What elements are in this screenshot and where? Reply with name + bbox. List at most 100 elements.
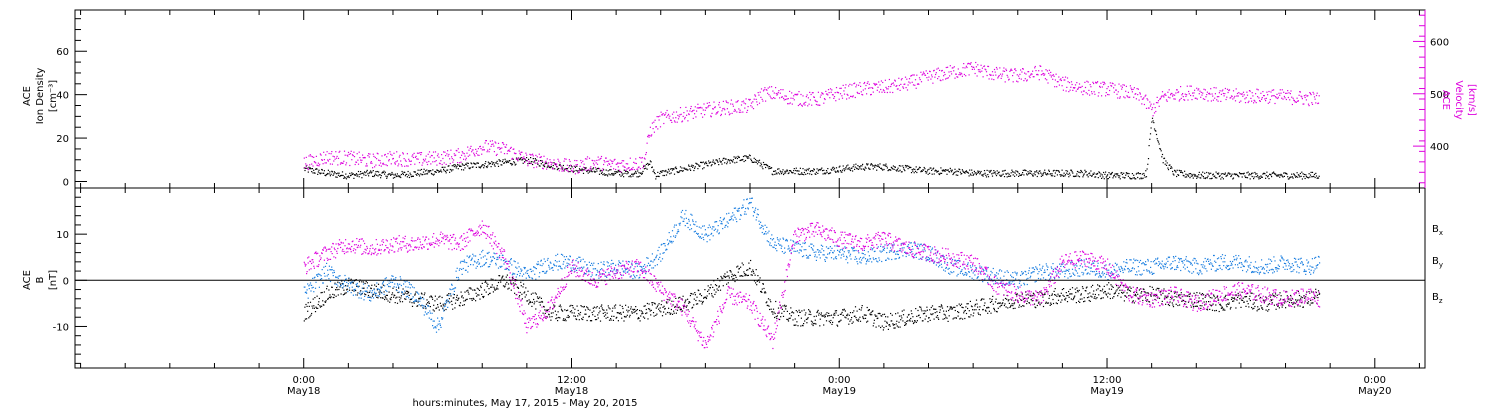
data-point (631, 168, 633, 170)
data-point (918, 166, 921, 168)
data-point (745, 98, 747, 100)
data-point (1212, 174, 1214, 176)
data-point (340, 283, 342, 285)
data-point (649, 160, 651, 162)
data-point (662, 174, 664, 177)
data-point (925, 70, 927, 72)
data-point (384, 298, 386, 301)
data-point (1155, 110, 1157, 113)
data-point (1206, 309, 1209, 311)
data-point (547, 165, 549, 167)
data-point (860, 91, 862, 93)
data-point (380, 162, 382, 164)
data-point (611, 160, 613, 162)
data-point (1221, 307, 1224, 309)
data-point (556, 166, 558, 168)
data-point (342, 174, 344, 177)
data-point (697, 168, 699, 170)
data-point (733, 278, 735, 280)
data-point (854, 166, 856, 168)
data-point (987, 174, 989, 176)
data-point (618, 312, 620, 314)
data-point (797, 104, 799, 107)
data-point (850, 167, 852, 169)
data-point (1299, 91, 1301, 93)
data-point (374, 284, 376, 286)
data-point (1179, 304, 1181, 306)
data-point (857, 165, 859, 167)
data-point (1314, 98, 1316, 100)
data-point (1246, 94, 1249, 96)
data-point (965, 171, 967, 173)
data-point (1234, 100, 1237, 102)
data-point (1292, 303, 1294, 305)
data-point (410, 160, 412, 162)
data-point (706, 162, 708, 165)
data-point (658, 303, 660, 305)
data-point (712, 161, 714, 163)
data-point (1237, 95, 1239, 97)
data-point (1222, 309, 1224, 311)
data-point (1311, 103, 1314, 105)
data-point (800, 325, 802, 327)
data-point (628, 167, 630, 169)
data-point (1257, 306, 1259, 308)
data-point (858, 92, 860, 95)
data-point (793, 170, 795, 172)
data-point (412, 154, 414, 156)
data-point (1285, 172, 1287, 175)
data-point (333, 296, 335, 299)
data-point (669, 119, 672, 121)
data-point (494, 165, 496, 167)
data-point (1060, 292, 1062, 294)
data-point (430, 163, 432, 165)
data-point (615, 172, 617, 175)
data-point (576, 318, 578, 321)
data-point (534, 162, 536, 164)
data-point (1049, 304, 1051, 306)
data-point (558, 167, 560, 170)
data-point (550, 164, 552, 166)
data-point (681, 310, 684, 312)
data-point (639, 156, 641, 159)
data-point (456, 294, 458, 296)
data-point (896, 88, 898, 90)
data-point (1084, 169, 1086, 171)
data-point (1153, 112, 1156, 114)
data-point (725, 158, 727, 160)
data-point (445, 308, 447, 311)
data-point (951, 169, 953, 171)
data-point (631, 169, 633, 171)
data-point (902, 314, 905, 316)
data-point (862, 163, 864, 165)
data-point (1111, 172, 1113, 174)
data-point (558, 170, 560, 172)
data-point (641, 157, 643, 159)
data-point (1119, 96, 1121, 98)
data-point (1148, 145, 1150, 147)
data-point (382, 171, 384, 174)
data-point (1219, 175, 1221, 177)
data-point (1299, 305, 1301, 307)
data-point (1166, 162, 1168, 164)
data-point (1084, 86, 1087, 89)
data-point (548, 314, 550, 316)
data-point (525, 294, 527, 296)
data-point (1028, 173, 1030, 175)
data-point (758, 159, 761, 161)
data-point (466, 298, 468, 300)
data-point (1310, 94, 1312, 96)
data-point (694, 113, 696, 115)
data-point (931, 76, 933, 78)
data-point (926, 171, 928, 173)
data-point (993, 68, 996, 71)
data-point (877, 86, 879, 88)
data-point (674, 305, 676, 308)
data-point (507, 150, 509, 152)
data-point (975, 66, 977, 68)
data-point (882, 329, 884, 331)
data-point (690, 165, 692, 167)
data-point (896, 169, 898, 171)
data-point (910, 166, 912, 169)
data-point (532, 158, 534, 160)
